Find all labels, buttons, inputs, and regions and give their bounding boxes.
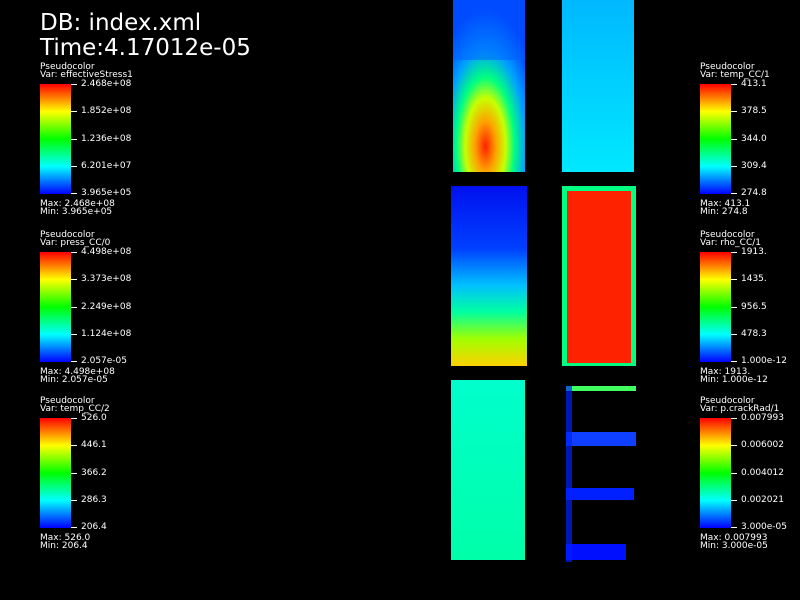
- legend-temp-cc1: Pseudocolor Var: temp_CC/1 413.1 378.5 3…: [700, 62, 800, 217]
- database-label: DB: index.xml: [40, 10, 202, 36]
- tick-label: 0.007993: [741, 413, 784, 423]
- legend-variable: Var: rho_CC/1: [700, 238, 761, 248]
- tick-label: 1435.: [741, 274, 767, 284]
- legend-pressure: Pseudocolor Var: press_CC/0 4.498e+08 3.…: [40, 230, 160, 385]
- tick-label: 3.965e+05: [81, 188, 132, 198]
- tick-label: 2.249e+08: [81, 302, 132, 312]
- panel-pressure: [451, 186, 527, 366]
- tick-label: 274.8: [741, 188, 767, 198]
- color-bar: [40, 84, 71, 194]
- tick-label: 0.006002: [741, 440, 784, 450]
- tick-label: 4.498e+08: [81, 247, 132, 257]
- legend-variable: Var: press_CC/0: [40, 238, 111, 248]
- tick-label: 526.0: [81, 413, 107, 423]
- legend-min: Min: 3.965e+05: [40, 207, 113, 217]
- legend-title: Pseudocolor: [40, 396, 95, 406]
- legend-min: Min: 1.000e-12: [700, 375, 768, 385]
- tick-label: 1.852e+08: [81, 106, 132, 116]
- color-bar: [700, 84, 731, 194]
- legend-max: Max: 2.468e+08: [40, 199, 115, 209]
- legend-crack-radius: Pseudocolor Var: p.crackRad/1 0.007993 0…: [700, 396, 800, 551]
- tick-label: 0.004012: [741, 468, 784, 478]
- legend-title: Pseudocolor: [700, 62, 755, 72]
- tick-label: 413.1: [741, 79, 767, 89]
- tick-label: 344.0: [741, 134, 767, 144]
- legend-title: Pseudocolor: [40, 62, 95, 72]
- legend-variable: Var: effectiveStress1: [40, 70, 133, 80]
- tick-label: 478.3: [741, 329, 767, 339]
- legend-max: Max: 413.1: [700, 199, 751, 209]
- tick-label: 6.201e+07: [81, 161, 132, 171]
- tick-label: 3.000e-05: [741, 522, 788, 532]
- legend-title: Pseudocolor: [40, 230, 95, 240]
- panel-temp-cc1: [562, 0, 634, 172]
- panel-density: [562, 186, 636, 366]
- legend-min: Min: 206.4: [40, 541, 88, 551]
- tick-label: 1913.: [741, 247, 767, 257]
- legend-min: Min: 274.8: [700, 207, 748, 217]
- legend-title: Pseudocolor: [700, 230, 755, 240]
- legend-variable: Var: temp_CC/1: [700, 70, 770, 80]
- panel-temp-cc2: [451, 380, 525, 560]
- legend-title: Pseudocolor: [700, 396, 755, 406]
- time-label: Time:4.17012e-05: [40, 35, 251, 61]
- tick-label: 1.000e-12: [741, 356, 788, 366]
- tick-label: 956.5: [741, 302, 767, 312]
- legend-max: Max: 4.498e+08: [40, 367, 115, 377]
- legend-density: Pseudocolor Var: rho_CC/1 1913. 1435. 95…: [700, 230, 800, 385]
- tick-label: 1.236e+08: [81, 134, 132, 144]
- tick-label: 0.002021: [741, 495, 784, 505]
- tick-label: 366.2: [81, 468, 107, 478]
- tick-label: 2.057e-05: [81, 356, 128, 366]
- legend-max: Max: 0.007993: [700, 533, 768, 543]
- legend-min: Min: 3.000e-05: [700, 541, 768, 551]
- color-bar: [700, 418, 731, 528]
- tick-label: 1.124e+08: [81, 329, 132, 339]
- tick-label: 2.468e+08: [81, 79, 132, 89]
- color-bar: [40, 252, 71, 362]
- tick-label: 309.4: [741, 161, 767, 171]
- legend-temp-cc2: Pseudocolor Var: temp_CC/2 526.0 446.1 3…: [40, 396, 160, 551]
- legend-min: Min: 2.057e-05: [40, 375, 108, 385]
- panel-effective-stress: [453, 0, 525, 172]
- tick-label: 206.4: [81, 522, 107, 532]
- legend-max: Max: 526.0: [40, 533, 91, 543]
- tick-label: 378.5: [741, 106, 767, 116]
- legend-variable: Var: p.crackRad/1: [700, 404, 780, 414]
- panel-crack-radius: [566, 386, 636, 562]
- color-bar: [40, 418, 71, 528]
- tick-label: 3.373e+08: [81, 274, 132, 284]
- legend-effective-stress: Pseudocolor Var: effectiveStress1 2.468e…: [40, 62, 160, 217]
- tick-label: 446.1: [81, 440, 107, 450]
- color-bar: [700, 252, 731, 362]
- tick-label: 286.3: [81, 495, 107, 505]
- legend-max: Max: 1913.: [700, 367, 751, 377]
- legend-variable: Var: temp_CC/2: [40, 404, 110, 414]
